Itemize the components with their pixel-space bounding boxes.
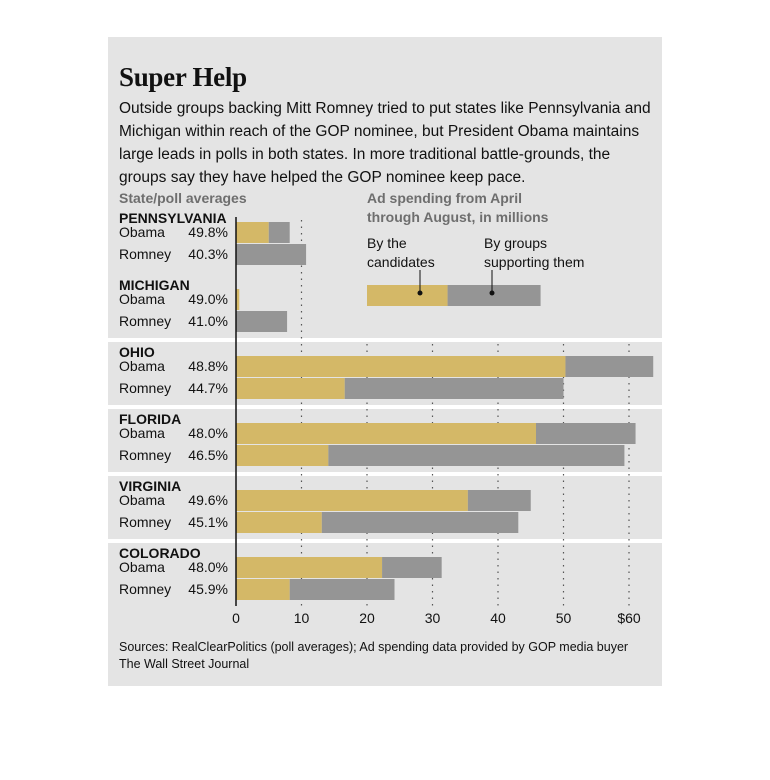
spending-header-line: through August, in millions [367, 209, 549, 225]
candidate-label: Romney [119, 581, 171, 597]
bar-groups [328, 445, 625, 466]
poll-value: 40.3% [188, 246, 228, 262]
bar-groups [268, 222, 290, 243]
sources-note: Sources: RealClearPolitics (poll average… [119, 640, 629, 654]
bar-candidates [236, 423, 536, 444]
candidate-label: Obama [119, 492, 165, 508]
legend-pointer-dot-candidates [417, 290, 423, 296]
credit-line: The Wall Street Journal [119, 657, 250, 671]
poll-averages-header: State/poll averages [119, 190, 247, 206]
candidate-label: Obama [119, 358, 165, 374]
poll-value: 49.6% [188, 492, 228, 508]
bar-candidates [236, 445, 329, 466]
bar-candidates [236, 378, 345, 399]
legend-label-candidates: By the [367, 235, 407, 251]
bar-groups [467, 490, 531, 511]
x-tick-label: 40 [490, 610, 506, 626]
bar-candidates [236, 490, 468, 511]
x-tick-label: 50 [556, 610, 572, 626]
bar-groups [289, 579, 395, 600]
candidate-label: Romney [119, 313, 171, 329]
bar-groups [344, 378, 564, 399]
candidate-label: Obama [119, 425, 165, 441]
x-tick-label: 10 [294, 610, 310, 626]
chart-title: Super Help [119, 62, 247, 92]
x-tick-label: 20 [359, 610, 375, 626]
candidate-label: Obama [119, 559, 165, 575]
state-name: COLORADO [119, 545, 201, 561]
bar-groups [565, 356, 654, 377]
x-tick-label: 0 [232, 610, 240, 626]
poll-value: 45.9% [188, 581, 228, 597]
bar-groups [535, 423, 636, 444]
legend-label-groups: By groups [484, 235, 547, 251]
poll-value: 49.0% [188, 291, 228, 307]
candidate-label: Obama [119, 291, 165, 307]
chart-subtitle: Outside groups backing Mitt Romney tried… [119, 100, 651, 186]
poll-value: 48.0% [188, 559, 228, 575]
state-name: FLORIDA [119, 411, 181, 427]
state-name: VIRGINIA [119, 478, 181, 494]
bar-groups [236, 311, 288, 332]
candidate-label: Romney [119, 246, 171, 262]
candidate-label: Romney [119, 514, 171, 530]
state-name: OHIO [119, 344, 155, 360]
poll-value: 44.7% [188, 380, 228, 396]
x-tick-label: $60 [617, 610, 641, 626]
x-tick-label: 30 [425, 610, 441, 626]
spending-header-line: Ad spending from April [367, 190, 522, 206]
poll-value: 41.0% [188, 313, 228, 329]
poll-value: 45.1% [188, 514, 228, 530]
state-separator [108, 405, 662, 409]
state-separator [108, 472, 662, 476]
bar-candidates [236, 512, 322, 533]
bar-candidates [236, 289, 240, 310]
state-name: MICHIGAN [119, 277, 190, 293]
bar-candidates [236, 579, 290, 600]
poll-value: 49.8% [188, 224, 228, 240]
state-separator [108, 338, 662, 342]
legend-label-candidates: candidates [367, 254, 435, 270]
bar-groups [321, 512, 519, 533]
bar-candidates [236, 222, 269, 243]
poll-value: 48.8% [188, 358, 228, 374]
poll-value: 46.5% [188, 447, 228, 463]
legend-swatch-groups [447, 285, 541, 306]
poll-value: 48.0% [188, 425, 228, 441]
state-name: PENNSYLVANIA [119, 210, 227, 226]
candidate-label: Romney [119, 447, 171, 463]
legend-label-groups: supporting them [484, 254, 584, 270]
legend-swatch-candidates [367, 285, 448, 306]
legend-pointer-dot-groups [489, 290, 495, 296]
bar-candidates [236, 356, 566, 377]
candidate-label: Romney [119, 380, 171, 396]
bar-candidates [236, 557, 383, 578]
candidate-label: Obama [119, 224, 165, 240]
bar-groups [382, 557, 442, 578]
bar-groups [236, 244, 307, 265]
state-separator [108, 539, 662, 543]
